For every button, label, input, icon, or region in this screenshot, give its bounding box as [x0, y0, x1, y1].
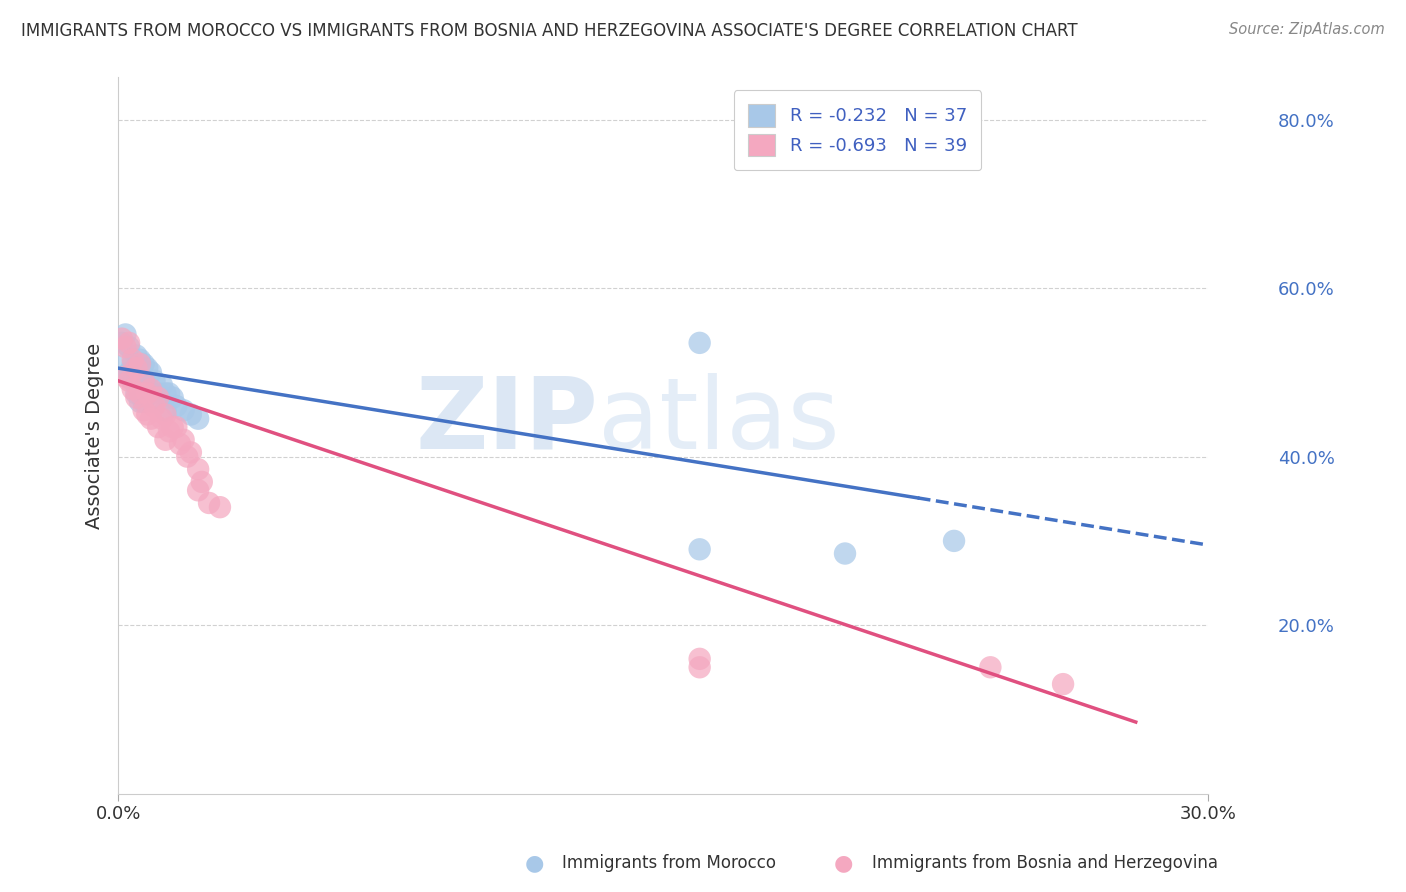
Point — [689, 660, 711, 674]
Point — [139, 382, 162, 396]
Point — [180, 445, 202, 459]
Point — [146, 420, 169, 434]
Point — [125, 391, 148, 405]
Point — [155, 433, 177, 447]
Text: atlas: atlas — [598, 373, 839, 470]
Point — [114, 340, 136, 354]
Point — [132, 374, 155, 388]
Point — [198, 496, 221, 510]
Text: ZIP: ZIP — [415, 373, 598, 470]
Point — [162, 420, 184, 434]
Point — [187, 411, 209, 425]
Point — [136, 382, 159, 396]
Point — [191, 475, 214, 489]
Point — [143, 395, 166, 409]
Text: ●: ● — [834, 854, 853, 873]
Point — [118, 365, 141, 379]
Legend: R = -0.232   N = 37, R = -0.693   N = 39: R = -0.232 N = 37, R = -0.693 N = 39 — [734, 90, 981, 170]
Point — [136, 408, 159, 422]
Point — [125, 361, 148, 376]
Point — [146, 386, 169, 401]
Point — [165, 399, 187, 413]
Text: Immigrants from Morocco: Immigrants from Morocco — [562, 855, 776, 872]
Point — [180, 408, 202, 422]
Point — [114, 357, 136, 371]
Point — [689, 542, 711, 557]
Point — [834, 547, 856, 561]
Point — [121, 382, 143, 396]
Point — [187, 483, 209, 498]
Point — [150, 378, 173, 392]
Point — [132, 374, 155, 388]
Point — [143, 374, 166, 388]
Point — [121, 374, 143, 388]
Point — [162, 391, 184, 405]
Text: Source: ZipAtlas.com: Source: ZipAtlas.com — [1229, 22, 1385, 37]
Point — [136, 386, 159, 401]
Point — [132, 395, 155, 409]
Point — [187, 462, 209, 476]
Point — [118, 369, 141, 384]
Point — [689, 335, 711, 350]
Point — [114, 369, 136, 384]
Point — [114, 327, 136, 342]
Point — [129, 386, 152, 401]
Point — [121, 357, 143, 371]
Point — [150, 411, 173, 425]
Point — [111, 332, 134, 346]
Point — [979, 660, 1001, 674]
Point — [118, 374, 141, 388]
Point — [1052, 677, 1074, 691]
Point — [165, 420, 187, 434]
Point — [121, 352, 143, 367]
Point — [129, 395, 152, 409]
Point — [125, 349, 148, 363]
Y-axis label: Associate's Degree: Associate's Degree — [86, 343, 104, 529]
Point — [129, 352, 152, 367]
Point — [155, 408, 177, 422]
Point — [176, 450, 198, 464]
Point — [132, 403, 155, 417]
Point — [173, 433, 195, 447]
Text: IMMIGRANTS FROM MOROCCO VS IMMIGRANTS FROM BOSNIA AND HERZEGOVINA ASSOCIATE'S DE: IMMIGRANTS FROM MOROCCO VS IMMIGRANTS FR… — [21, 22, 1078, 40]
Text: Immigrants from Bosnia and Herzegovina: Immigrants from Bosnia and Herzegovina — [872, 855, 1218, 872]
Point — [132, 357, 155, 371]
Point — [139, 411, 162, 425]
Point — [118, 340, 141, 354]
Point — [157, 425, 180, 439]
Point — [208, 500, 231, 515]
Text: ●: ● — [524, 854, 544, 873]
Point — [143, 399, 166, 413]
Point — [173, 403, 195, 417]
Point — [155, 403, 177, 417]
Point — [139, 386, 162, 401]
Point — [125, 386, 148, 401]
Point — [157, 386, 180, 401]
Point — [169, 437, 191, 451]
Point — [146, 391, 169, 405]
Point — [155, 386, 177, 401]
Point — [129, 374, 152, 388]
Point — [689, 652, 711, 666]
Point — [118, 335, 141, 350]
Point — [136, 361, 159, 376]
Point — [943, 533, 966, 548]
Point — [111, 335, 134, 350]
Point — [125, 365, 148, 379]
Point — [139, 365, 162, 379]
Point — [129, 357, 152, 371]
